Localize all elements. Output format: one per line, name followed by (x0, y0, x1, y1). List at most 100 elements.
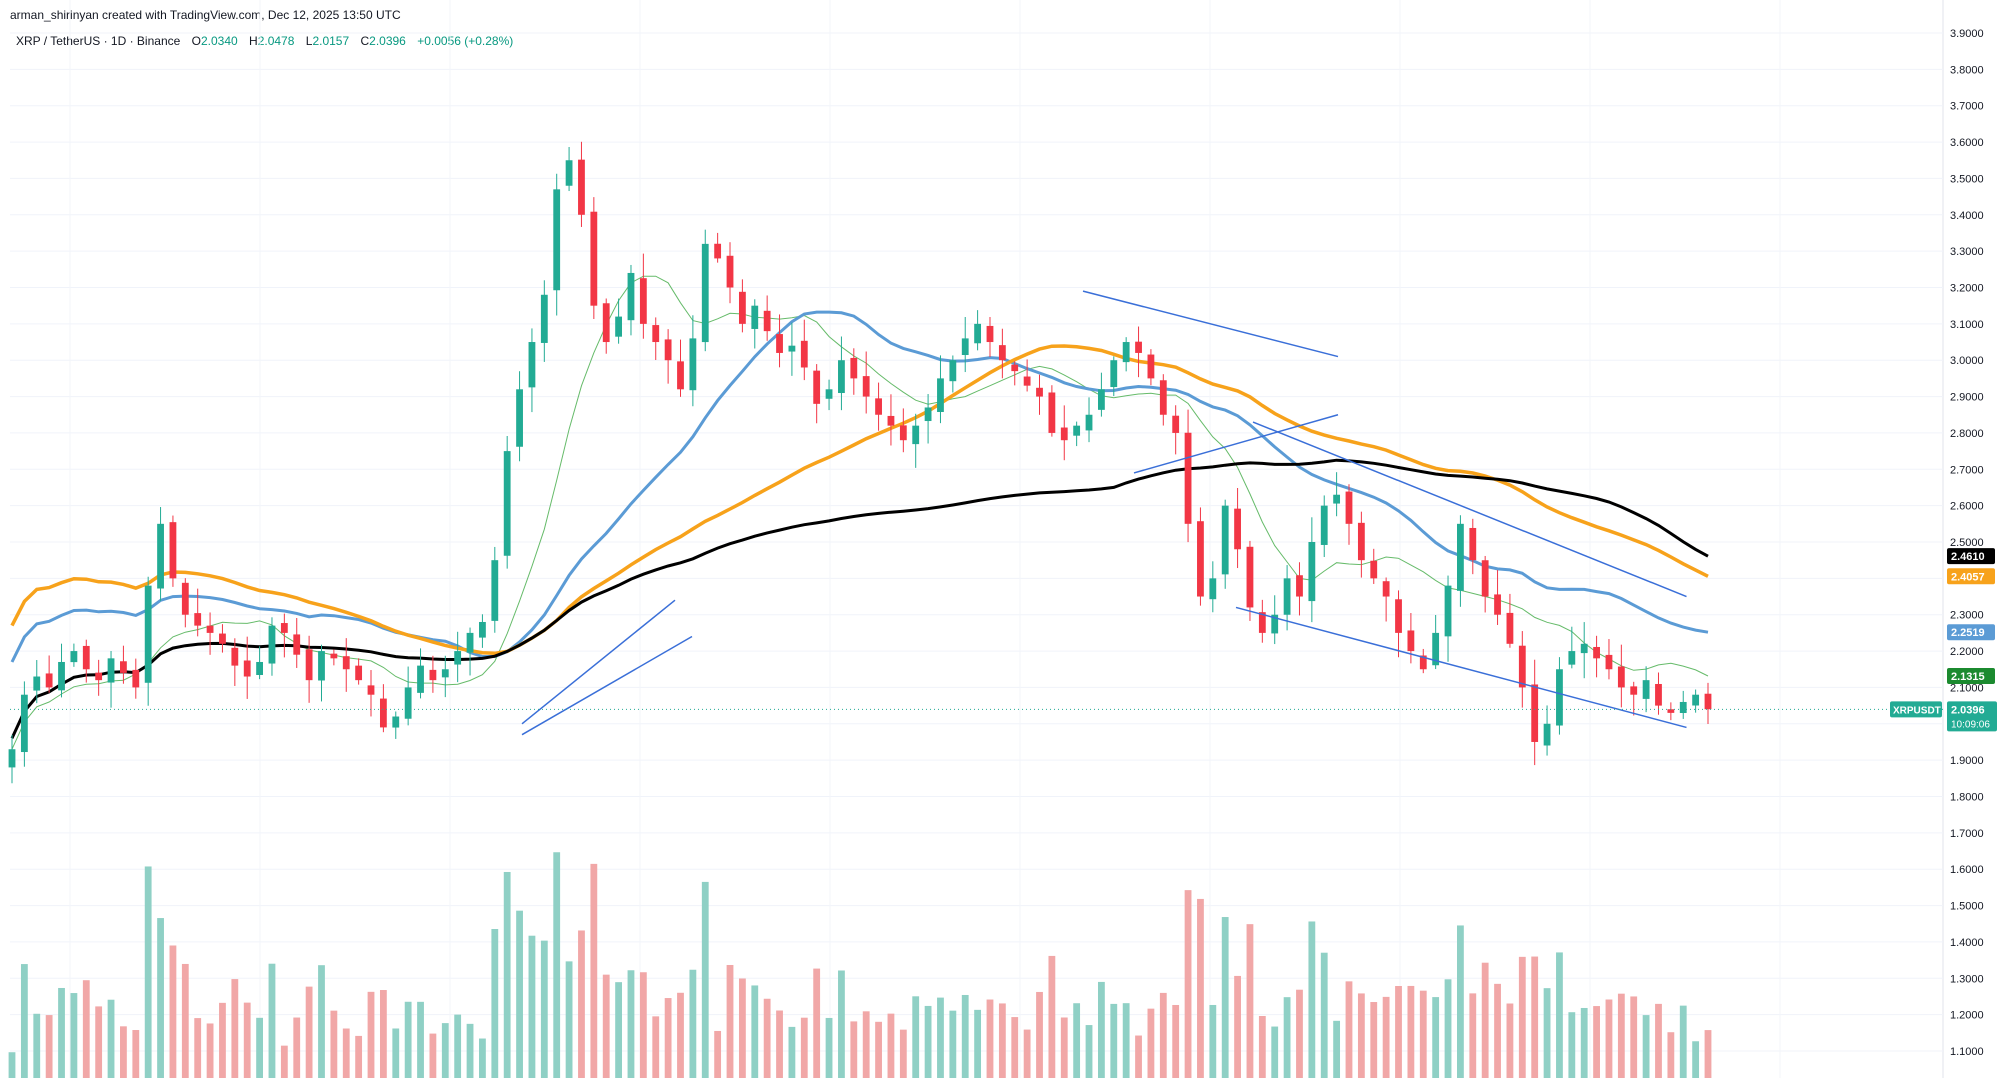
candle-body (1642, 680, 1650, 699)
candle-body (1568, 651, 1576, 665)
volume-bar (738, 978, 746, 1078)
volume-bar (8, 1052, 16, 1078)
candle-body (1630, 686, 1638, 695)
volume-bar (1605, 999, 1613, 1078)
volume-bar (813, 968, 821, 1078)
moving-averages (10, 275, 1709, 750)
volume-bar (1568, 1012, 1576, 1078)
volume-bar (355, 1035, 363, 1078)
candle-body (1556, 669, 1563, 726)
volume-bar (838, 970, 845, 1078)
volume-bar (899, 1029, 907, 1078)
candle-body (800, 340, 808, 368)
candle-body (1197, 521, 1204, 597)
price-tick-label: 3.4000 (1950, 210, 1984, 222)
candle-body (652, 325, 660, 343)
price-tick-label: 1.9000 (1950, 755, 1984, 767)
candle-body (862, 376, 870, 397)
candle-body (565, 160, 573, 186)
current-price-label: 2.0396 (1951, 704, 1985, 716)
volume-bar (342, 1028, 350, 1078)
candle-body (1184, 432, 1192, 524)
volume-bar (701, 881, 709, 1078)
volume-bar (268, 963, 276, 1078)
price-tick-label: 3.2000 (1950, 283, 1984, 295)
candle-body (986, 325, 994, 343)
volume-bar (1556, 952, 1563, 1078)
volume-bar (949, 1010, 957, 1078)
volume-bar (82, 980, 90, 1078)
candle-body (887, 415, 895, 426)
candle-body (318, 651, 325, 681)
volume-bar (763, 998, 771, 1078)
volume-bar (1197, 898, 1204, 1078)
price-tick-label: 1.1000 (1950, 1046, 1984, 1058)
symbol-name[interactable]: XRP / TetherUS · 1D · Binance (16, 34, 181, 48)
volume-bar (578, 930, 585, 1078)
candlesticks (8, 141, 1712, 784)
candle-body (899, 425, 907, 441)
candle-body (169, 522, 177, 579)
candle-body (1667, 709, 1675, 713)
volume-bar (1085, 1025, 1093, 1078)
volume-bar (800, 1017, 808, 1078)
candle-body (219, 633, 226, 644)
candle-body (1444, 585, 1452, 637)
volume-bar (862, 1011, 870, 1078)
volume-bar (1209, 1004, 1217, 1078)
volume-bar (1234, 975, 1241, 1078)
candle-body (776, 334, 783, 353)
candle-body (1283, 578, 1291, 615)
volume-bar (293, 1017, 301, 1078)
candle-body (1370, 560, 1378, 579)
candle-body (1345, 491, 1353, 524)
price-tag (1947, 548, 1995, 565)
volume-bar (243, 1002, 251, 1078)
candle-body (998, 345, 1006, 361)
price-tick-label: 2.1000 (1950, 682, 1984, 694)
candle-body (342, 656, 350, 670)
candle-body (120, 661, 127, 673)
volume-bar (912, 996, 920, 1078)
volume-bar (974, 1009, 982, 1078)
volume-bar (206, 1023, 214, 1078)
price-tick-label: 2.3000 (1950, 610, 1984, 622)
volume-bar (1679, 1005, 1687, 1078)
price-axis[interactable]: 3.9000 3.8000 3.7000 3.6000 3.5000 3.4000 3.30… (1950, 28, 1984, 1058)
volume-bar (491, 929, 499, 1078)
ma-black-line (10, 458, 1709, 739)
candle-body (132, 669, 140, 688)
high-value: 2.0478 (257, 34, 295, 48)
candle-body (1135, 341, 1142, 353)
candle-body (1518, 645, 1526, 688)
volume-bar (157, 918, 164, 1078)
candle-body (33, 676, 41, 691)
price-tick-label: 3.5000 (1950, 173, 1984, 185)
price-tick-label: 1.8000 (1950, 792, 1984, 804)
volume-bar (132, 1030, 140, 1078)
candle-body (664, 339, 672, 361)
candle-body (875, 398, 882, 415)
candle-body (677, 361, 684, 390)
candle-body (417, 665, 424, 693)
trendlines (10, 290, 1943, 736)
volume-bar (318, 965, 325, 1078)
candle-body (1110, 360, 1118, 388)
volume-bar (1060, 1017, 1068, 1078)
candle-body (1122, 342, 1130, 363)
volume-bar (1617, 993, 1625, 1078)
volume-bar (540, 940, 548, 1078)
volume-bar (1382, 996, 1390, 1078)
volume-bar (1048, 955, 1056, 1078)
volume-bar (788, 1026, 796, 1078)
volume-bar (367, 991, 375, 1078)
candle-body (813, 370, 821, 404)
candle-body (8, 749, 16, 768)
candle-body (714, 243, 722, 259)
candle-body (1419, 655, 1427, 670)
price-tick-label: 1.4000 (1950, 937, 1984, 949)
trendline (1133, 414, 1339, 474)
candle-body (1679, 701, 1687, 714)
volume-bar (528, 935, 536, 1078)
